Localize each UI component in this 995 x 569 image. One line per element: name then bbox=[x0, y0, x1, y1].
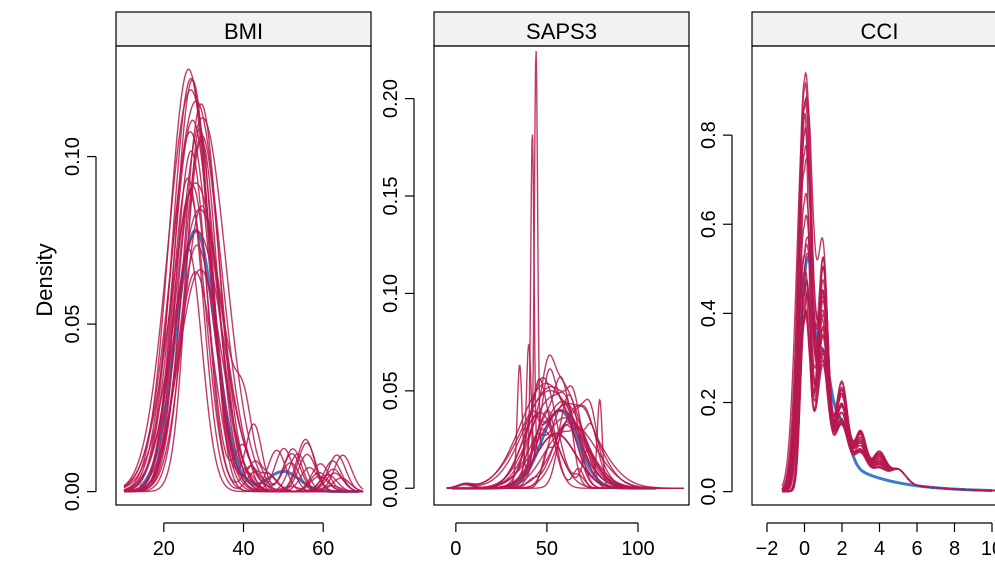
y-tick-label: 0.10 bbox=[380, 274, 402, 313]
panel-bmi: BMI 20 40 60 0.00 0.05 0.10 bbox=[62, 11, 372, 560]
imputed-density-line bbox=[123, 134, 364, 493]
y-tick-label: 0.20 bbox=[380, 79, 402, 118]
x-tick-label: 100 bbox=[621, 538, 654, 560]
imputed-density-line bbox=[446, 134, 684, 489]
imputed-density-line bbox=[446, 398, 684, 489]
panel-title: BMI bbox=[224, 19, 263, 44]
y-tick-label: 0.6 bbox=[698, 210, 720, 238]
y-tick-label: 0.4 bbox=[698, 299, 720, 327]
density-curves bbox=[781, 71, 995, 493]
y-tick-label: 0.15 bbox=[380, 177, 402, 216]
y-axis: 0.0 0.2 0.4 0.6 0.8 bbox=[698, 121, 733, 506]
panel-frame bbox=[115, 45, 372, 506]
imputed-density-line bbox=[123, 139, 364, 493]
x-axis: 0 50 100 bbox=[450, 522, 655, 560]
x-tick-label: 8 bbox=[949, 538, 960, 560]
panel-saps3: SAPS3 0 50 100 0.00 0.05 0.10 0.15 0.20 bbox=[380, 11, 690, 560]
imputed-density-line bbox=[446, 421, 684, 489]
x-tick-label: 10 bbox=[981, 538, 995, 560]
y-axis: 0.00 0.05 0.10 0.15 0.20 bbox=[380, 79, 415, 508]
y-tick-label: 0.05 bbox=[62, 305, 84, 344]
panel-title: CCI bbox=[861, 19, 899, 44]
panel-cci: CCI −2 0 2 4 6 8 10 0.0 0.2 0.4 0.6 0.8 bbox=[698, 11, 995, 560]
y-tick-label: 0.00 bbox=[380, 469, 402, 508]
x-axis: −2 0 2 4 6 8 10 bbox=[756, 522, 995, 560]
y-tick-label: 0.00 bbox=[62, 472, 84, 511]
imputed-density-line bbox=[781, 292, 995, 492]
imputed-density-line bbox=[123, 205, 364, 493]
imputed-density-line bbox=[781, 97, 995, 493]
x-axis: 20 40 60 bbox=[153, 522, 334, 560]
y-tick-label: 0.2 bbox=[698, 389, 720, 417]
panel-strip bbox=[115, 11, 372, 47]
y-tick-label: 0.0 bbox=[698, 478, 720, 506]
density-curves bbox=[123, 68, 364, 494]
imputed-density-line bbox=[123, 68, 364, 493]
x-tick-label: −2 bbox=[756, 538, 779, 560]
imputed-density-line bbox=[123, 119, 364, 493]
y-axis-label: Density bbox=[32, 243, 57, 316]
imputed-density-line bbox=[123, 150, 364, 493]
x-tick-label: 6 bbox=[911, 538, 922, 560]
y-axis: 0.00 0.05 0.10 bbox=[62, 137, 97, 511]
x-tick-label: 0 bbox=[799, 538, 810, 560]
density-curves bbox=[446, 51, 684, 490]
y-tick-label: 0.05 bbox=[380, 371, 402, 410]
x-tick-label: 2 bbox=[836, 538, 847, 560]
y-tick-label: 0.8 bbox=[698, 121, 720, 149]
x-tick-label: 50 bbox=[536, 538, 558, 560]
imputed-density-line bbox=[446, 343, 684, 489]
panel-strip bbox=[751, 11, 995, 47]
x-tick-label: 40 bbox=[232, 538, 254, 560]
y-tick-label: 0.10 bbox=[62, 137, 84, 176]
imputed-density-line bbox=[446, 402, 684, 489]
x-tick-label: 4 bbox=[874, 538, 885, 560]
x-tick-label: 20 bbox=[153, 538, 175, 560]
imputed-density-line bbox=[446, 376, 684, 489]
panel-frame bbox=[433, 45, 690, 506]
panel-frame bbox=[751, 45, 995, 506]
x-tick-label: 60 bbox=[312, 538, 334, 560]
panel-title: SAPS3 bbox=[526, 19, 597, 44]
x-tick-label: 0 bbox=[450, 538, 461, 560]
panel-strip bbox=[433, 11, 690, 47]
imputed-density-line bbox=[446, 382, 684, 489]
